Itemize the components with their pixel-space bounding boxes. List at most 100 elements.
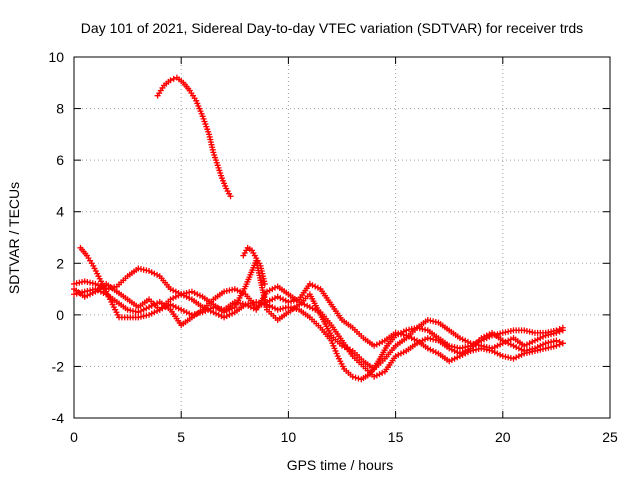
data-point bbox=[553, 329, 560, 336]
data-point bbox=[424, 345, 431, 352]
data-point bbox=[306, 280, 313, 287]
data-point bbox=[143, 305, 150, 312]
data-point bbox=[186, 310, 193, 317]
data-point bbox=[250, 305, 257, 312]
data-point bbox=[456, 335, 463, 342]
data-point bbox=[186, 295, 193, 302]
data-point bbox=[218, 313, 225, 320]
data-point bbox=[464, 338, 471, 345]
data-point bbox=[540, 333, 546, 340]
data-point bbox=[205, 306, 211, 313]
data-point bbox=[427, 346, 434, 353]
data-point bbox=[148, 269, 155, 276]
data-point bbox=[170, 75, 177, 82]
data-point bbox=[373, 341, 380, 348]
data-point bbox=[507, 341, 514, 348]
y-tick-label: 2 bbox=[56, 255, 64, 271]
series-arc-b bbox=[71, 265, 566, 380]
data-point bbox=[223, 313, 230, 320]
data-point bbox=[253, 304, 260, 311]
data-point bbox=[272, 295, 278, 302]
x-axis-label: GPS time / hours bbox=[287, 457, 394, 473]
data-point bbox=[215, 311, 222, 318]
data-point bbox=[451, 355, 458, 362]
data-point bbox=[559, 327, 566, 334]
data-point bbox=[229, 305, 236, 312]
data-point bbox=[505, 337, 512, 344]
data-point bbox=[454, 354, 461, 361]
data-point bbox=[148, 310, 155, 317]
plot-frame bbox=[73, 56, 611, 419]
data-point bbox=[221, 314, 228, 321]
data-point bbox=[464, 349, 471, 356]
data-point bbox=[376, 371, 383, 378]
data-point bbox=[341, 344, 348, 351]
data-point bbox=[537, 335, 544, 342]
y-tick-label: -2 bbox=[52, 358, 65, 374]
data-point bbox=[510, 355, 517, 362]
data-point bbox=[170, 302, 177, 309]
y-tick-label: 0 bbox=[56, 307, 64, 323]
data-point bbox=[456, 353, 463, 360]
data-point bbox=[146, 311, 153, 318]
data-point bbox=[263, 288, 270, 295]
y-axis-label: SDTVAR / TECUs bbox=[6, 182, 22, 294]
data-point bbox=[451, 347, 458, 354]
data-point bbox=[306, 304, 313, 311]
data-point bbox=[515, 345, 522, 352]
data-point bbox=[347, 346, 354, 353]
data-point bbox=[151, 309, 158, 316]
data-point bbox=[242, 301, 249, 308]
data-point bbox=[513, 354, 520, 361]
data-point bbox=[371, 373, 378, 380]
data-point bbox=[183, 309, 190, 316]
data-point bbox=[529, 338, 536, 345]
data-point bbox=[553, 342, 560, 349]
data-point bbox=[213, 310, 220, 317]
data-point bbox=[269, 286, 276, 293]
y-tick-label: 6 bbox=[56, 152, 64, 168]
data-point bbox=[140, 306, 147, 313]
data-point bbox=[521, 342, 528, 349]
data-point bbox=[446, 345, 453, 352]
data-point bbox=[221, 309, 228, 316]
data-point bbox=[272, 305, 278, 312]
x-tick-label: 20 bbox=[495, 429, 511, 445]
x-tick-label: 0 bbox=[70, 429, 78, 445]
data-point bbox=[454, 349, 461, 356]
data-point bbox=[172, 293, 179, 300]
data-point bbox=[223, 307, 230, 314]
data-point bbox=[266, 302, 273, 309]
data-point bbox=[97, 288, 104, 295]
data-point bbox=[515, 353, 522, 360]
data-point bbox=[84, 292, 91, 299]
data-point bbox=[170, 287, 177, 294]
data-point bbox=[226, 311, 233, 318]
data-point bbox=[518, 351, 525, 358]
data-point bbox=[274, 293, 281, 300]
data-point bbox=[491, 344, 498, 351]
data-point bbox=[462, 350, 469, 357]
data-point bbox=[87, 291, 94, 298]
data-point bbox=[355, 375, 362, 382]
data-point bbox=[510, 342, 517, 349]
data-point bbox=[448, 356, 455, 363]
data-point bbox=[309, 282, 316, 289]
data-point bbox=[175, 292, 182, 299]
data-point bbox=[175, 305, 182, 312]
data-point bbox=[231, 286, 238, 293]
data-point bbox=[261, 280, 268, 287]
data-point bbox=[280, 296, 287, 303]
data-point bbox=[234, 287, 241, 294]
x-tick-label: 15 bbox=[388, 429, 404, 445]
data-point bbox=[553, 337, 560, 344]
data-point bbox=[269, 304, 276, 311]
series-arc-high bbox=[154, 74, 234, 200]
data-point bbox=[518, 346, 525, 353]
data-point bbox=[194, 291, 201, 298]
y-tick-label: -4 bbox=[52, 410, 65, 426]
data-point bbox=[269, 296, 276, 303]
data-point bbox=[247, 304, 254, 311]
data-point bbox=[481, 333, 488, 340]
